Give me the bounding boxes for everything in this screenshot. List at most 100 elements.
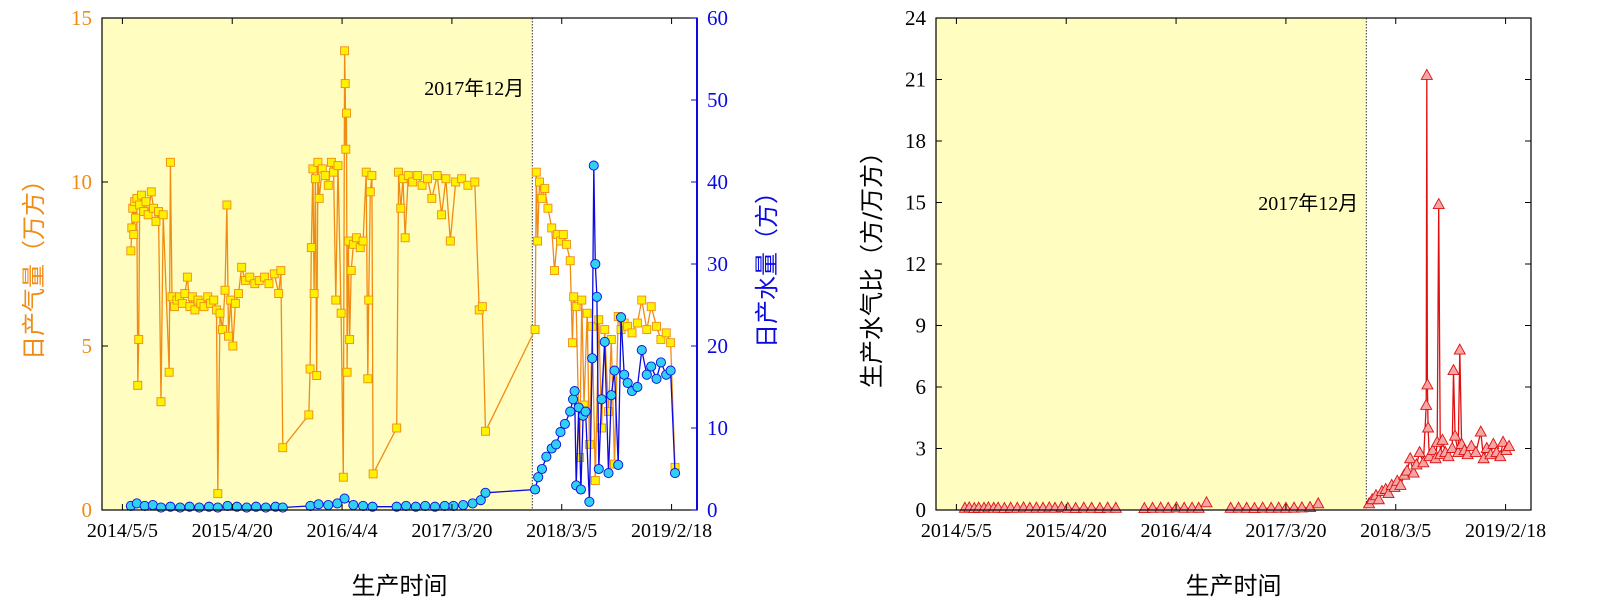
- gas-point: [367, 170, 377, 180]
- gas-point: [237, 262, 247, 272]
- gas-point: [331, 295, 341, 305]
- y2-tick-label: 60: [707, 6, 728, 30]
- ratio-point: [1502, 439, 1516, 451]
- x-tick-label: 2018/3/5: [1360, 520, 1431, 542]
- water-point: [241, 502, 252, 513]
- ratio-point: [1447, 363, 1460, 376]
- y2-tick-label: 30: [707, 252, 728, 276]
- gas-point: [584, 439, 594, 449]
- x-tick-label: 2016/4/4: [1141, 520, 1212, 542]
- ratio-point: [1442, 449, 1455, 462]
- water-point: [606, 390, 617, 401]
- gas-point: [642, 325, 652, 335]
- gas-point: [245, 272, 255, 282]
- x-tick-label: 2019/2/18: [631, 520, 712, 542]
- water-point: [533, 472, 544, 483]
- gas-point: [666, 338, 676, 348]
- gas-point: [323, 180, 333, 190]
- water-point: [536, 463, 548, 475]
- gas-point: [126, 246, 136, 256]
- gas-point: [220, 285, 230, 295]
- right-y-axis-label: 生产水气比（方/万方）: [858, 140, 886, 388]
- gas-point: [457, 174, 467, 184]
- water-point: [603, 468, 614, 479]
- water-point: [599, 336, 610, 347]
- gas-point: [340, 79, 350, 89]
- gas-point: [129, 230, 139, 239]
- gas-point: [209, 295, 219, 305]
- gas-point: [134, 334, 144, 344]
- y2-tick-label: 10: [707, 416, 728, 440]
- gas-point: [535, 177, 544, 187]
- water-point: [665, 365, 676, 376]
- y-tick-label: 0: [916, 498, 927, 522]
- x-tick-label: 2014/5/5: [87, 520, 158, 542]
- water-point: [530, 484, 541, 495]
- gas-point: [427, 193, 437, 203]
- x-tick-label: 2018/3/5: [526, 520, 597, 542]
- gas-point: [164, 367, 174, 377]
- gas-point: [558, 230, 568, 239]
- gas-point: [230, 298, 240, 308]
- gas-point: [363, 374, 373, 384]
- gas-point: [346, 266, 356, 276]
- water-point: [458, 500, 469, 511]
- gas-point: [222, 200, 232, 210]
- x-tick-label: 2014/5/5: [921, 520, 992, 542]
- gas-point: [547, 223, 557, 233]
- gas-point: [637, 295, 647, 305]
- y-tick-label: 24: [905, 6, 927, 30]
- gas-point: [308, 164, 318, 174]
- ratio-point: [1465, 439, 1478, 451]
- y-tick-label: 12: [905, 252, 926, 276]
- gas-point: [342, 108, 351, 118]
- right-annotation: 2017年12月: [1258, 192, 1358, 215]
- left-y-axis-label: 日产气量（万方）: [20, 168, 48, 360]
- water-point: [580, 406, 591, 417]
- y-tick-label: 3: [916, 437, 927, 461]
- gas-point: [530, 325, 540, 335]
- y-tick-label: 10: [71, 170, 92, 194]
- gas-point: [656, 334, 666, 344]
- ratio-point: [1453, 343, 1467, 355]
- gas-point: [652, 321, 661, 331]
- gas-point: [177, 298, 187, 308]
- water-point: [587, 353, 598, 364]
- water-point: [588, 160, 599, 171]
- gas-point: [218, 325, 227, 335]
- gas-point: [213, 489, 223, 499]
- ratio-point: [1419, 398, 1433, 410]
- gas-point: [338, 472, 348, 482]
- water-point: [591, 291, 602, 302]
- right-chart: 2014/5/5 2015/4/20 2016/4/4 2017/3/20 2018/3…: [858, 6, 1546, 600]
- gas-point: [477, 302, 487, 312]
- gas-point: [422, 174, 432, 184]
- water-point: [332, 498, 343, 509]
- ratio-point: [1407, 466, 1420, 478]
- water-point: [593, 463, 604, 475]
- water-point: [420, 500, 431, 511]
- water-point: [590, 258, 601, 270]
- ratio-point: [1382, 486, 1395, 499]
- ratio-point: [1469, 445, 1483, 458]
- water-point: [251, 501, 262, 512]
- gas-point: [537, 193, 547, 203]
- gas-point: [333, 161, 343, 171]
- y2-tick-label: 20: [707, 334, 728, 358]
- gas-point: [133, 380, 143, 390]
- water-point: [175, 502, 186, 513]
- gas-point: [567, 338, 577, 348]
- ratio-point: [1493, 449, 1507, 462]
- gas-point: [604, 407, 613, 417]
- gas-point: [336, 308, 346, 318]
- gas-point: [274, 289, 284, 298]
- gas-point: [312, 371, 322, 380]
- gas-point: [304, 410, 314, 420]
- water-point: [651, 373, 662, 384]
- gas-point: [600, 325, 610, 335]
- gas-point: [228, 341, 238, 351]
- y2-tick-label: 40: [707, 170, 728, 194]
- ratio-point: [1423, 449, 1436, 462]
- water-point: [313, 499, 324, 510]
